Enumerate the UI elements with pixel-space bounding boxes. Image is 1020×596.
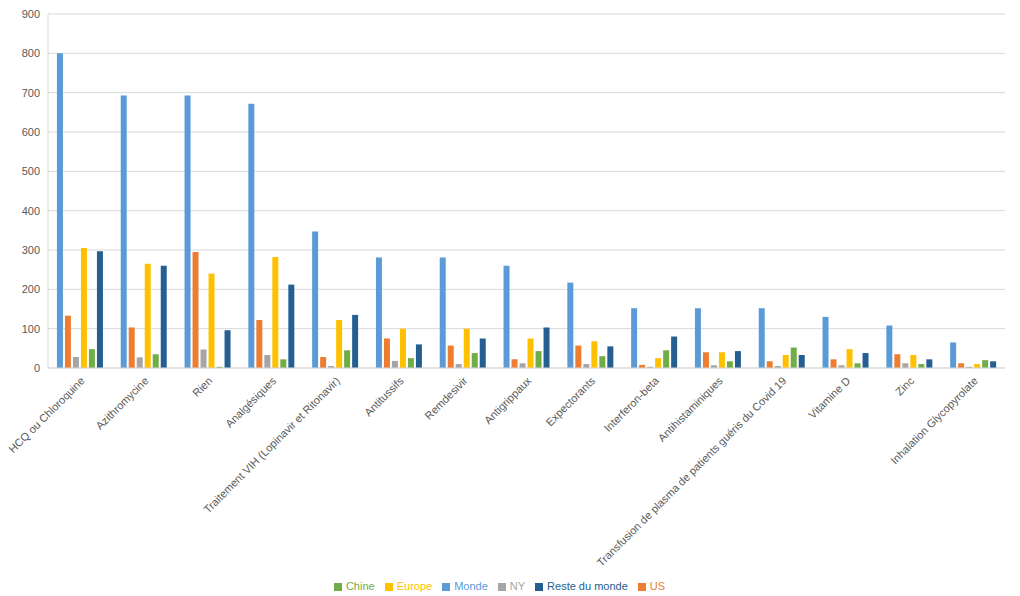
svg-text:500: 500 (22, 165, 40, 177)
svg-text:300: 300 (22, 244, 40, 256)
svg-text:Antigrippaux: Antigrippaux (482, 374, 534, 426)
svg-text:Inhalation Glycopyrolate: Inhalation Glycopyrolate (888, 374, 980, 466)
svg-text:100: 100 (22, 323, 40, 335)
svg-text:700: 700 (22, 87, 40, 99)
svg-text:Antitussifs: Antitussifs (362, 374, 406, 418)
html-text:Reste du monde: Reste du monde (547, 580, 628, 592)
svg-text:400: 400 (22, 205, 40, 217)
svg-text:0: 0 (34, 362, 40, 374)
svg-text:Remdesivir: Remdesivir (422, 374, 470, 422)
html-text:Europe: Europe (396, 580, 433, 592)
html-text:NY: NY (509, 580, 526, 592)
svg-text:600: 600 (22, 126, 40, 138)
svg-text:Zinc: Zinc (893, 374, 917, 398)
html-text:Monde: Monde (454, 580, 488, 592)
svg-text:Interferon-beta: Interferon-beta (602, 374, 662, 434)
svg-text:Vitamine D: Vitamine D (806, 374, 852, 420)
svg-text:Analgésiques: Analgésiques (223, 374, 279, 430)
svg-text:HCQ ou Chloroquine: HCQ ou Chloroquine (8, 374, 87, 455)
svg-text:900: 900 (22, 8, 40, 20)
html-text:Chine: Chine (345, 580, 375, 592)
svg-text:200: 200 (22, 283, 40, 295)
svg-text:800: 800 (22, 47, 40, 59)
svg-text:Azithromycine: Azithromycine (93, 374, 150, 431)
svg-text:Expectorants: Expectorants (543, 374, 597, 428)
svg-text:Traitement VIH (Lopinavir et R: Traitement VIH (Lopinavir et Ritonavir) (201, 374, 342, 515)
svg-text:Rien: Rien (190, 374, 214, 398)
svg-text:Antihistaminiques: Antihistaminiques (655, 374, 725, 444)
svg-text:Transfusion de plasma de patie: Transfusion de plasma de patients guéris… (595, 374, 789, 568)
html-text:US: US (649, 580, 666, 592)
